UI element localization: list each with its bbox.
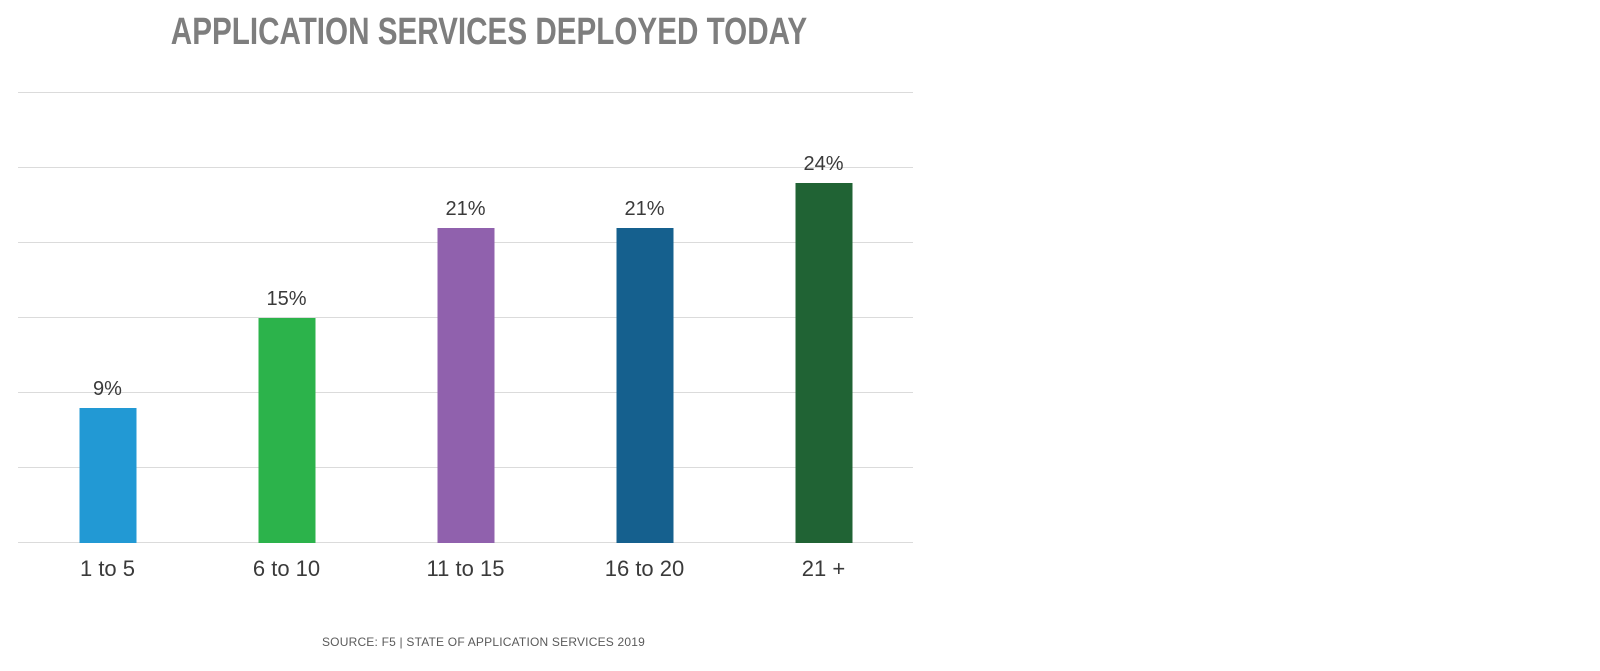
bar-value-label: 9% <box>93 378 122 400</box>
bar <box>795 183 852 543</box>
x-axis-label: 6 to 10 <box>252 556 321 581</box>
x-axis-label: 11 to 15 <box>426 556 505 581</box>
bar-value-label: 21% <box>624 198 665 220</box>
x-axis-label: 1 to 5 <box>79 556 136 581</box>
bar <box>258 318 315 543</box>
bar-value-label: 15% <box>266 288 307 310</box>
gridline-25 <box>18 167 913 168</box>
bar <box>437 228 494 543</box>
x-axis-label: 21 + <box>801 556 846 581</box>
bar-slot: 9% <box>18 93 197 543</box>
x-axis-labels: 1 to 5 6 to 10 11 to 15 16 to 20 21 + <box>18 556 913 582</box>
plot-area: 9% 15% 21% 21% 24% <box>18 92 913 543</box>
bar-slot: 15% <box>197 93 376 543</box>
chart-title: APPLICATION SERVICES DEPLOYED TODAY <box>170 11 808 53</box>
bar-slot: 21% <box>376 93 555 543</box>
bar-value-label: 21% <box>445 198 486 220</box>
gridline-30 <box>18 92 913 93</box>
source-note: SOURCE: F5 | STATE OF APPLICATION SERVIC… <box>321 635 646 649</box>
bar <box>616 228 673 543</box>
bar-series: 9% 15% 21% 21% 24% <box>18 93 913 543</box>
bar <box>79 408 136 543</box>
bar-slot: 21% <box>555 93 734 543</box>
bar-slot: 24% <box>734 93 913 543</box>
application-services-bar-chart: APPLICATION SERVICES DEPLOYED TODAY 9% 15… <box>18 11 913 649</box>
x-axis-label: 16 to 20 <box>604 556 685 581</box>
bar-value-label: 24% <box>803 153 844 175</box>
